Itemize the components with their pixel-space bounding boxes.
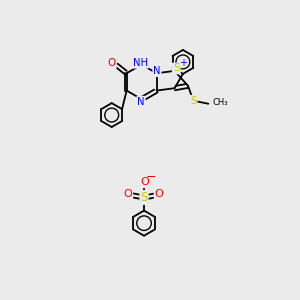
Text: −: −	[145, 171, 156, 184]
Text: N: N	[153, 66, 161, 76]
Text: S: S	[190, 96, 197, 106]
Text: O: O	[124, 189, 132, 199]
Text: S: S	[140, 191, 148, 204]
Text: O: O	[140, 177, 149, 187]
Text: CH₃: CH₃	[213, 98, 228, 107]
Text: N: N	[137, 97, 145, 106]
Text: NH: NH	[133, 58, 148, 68]
Text: S: S	[173, 64, 180, 74]
Text: O: O	[154, 189, 163, 199]
Text: O: O	[108, 58, 116, 68]
Text: +: +	[179, 58, 187, 68]
